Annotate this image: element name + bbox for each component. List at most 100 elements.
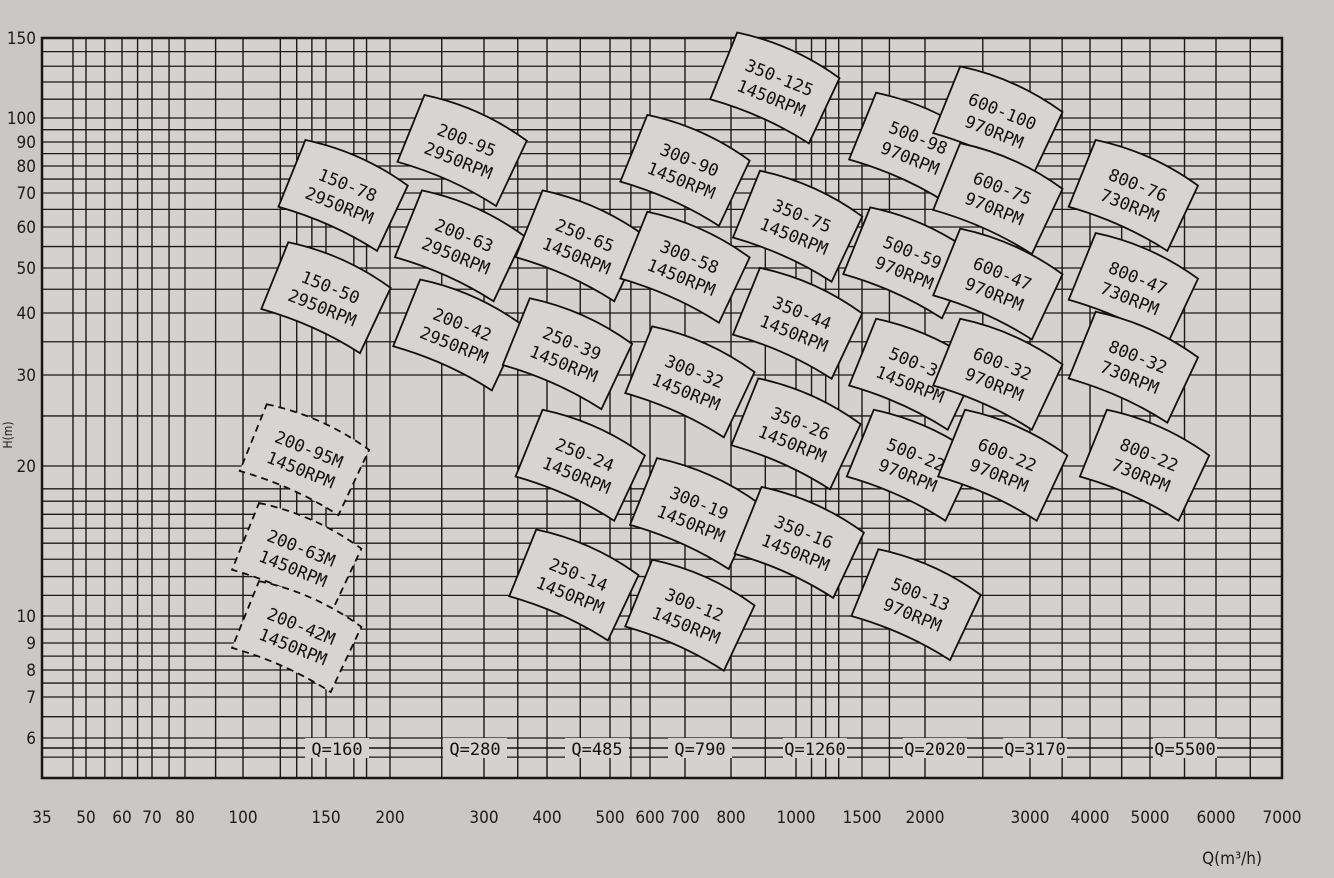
region-boundary: [501, 297, 634, 411]
annotation-bg: [565, 738, 629, 758]
annotation-bg: [1153, 738, 1217, 758]
region-boundary: [1067, 310, 1200, 424]
region-boundary: [393, 189, 526, 303]
x-axis-label: Q(m³/h): [1202, 849, 1262, 869]
region-boundary: [260, 241, 392, 355]
y-tick-label: 6: [26, 729, 36, 749]
y-tick-label: 70: [17, 184, 36, 204]
region-boundary: [238, 403, 371, 517]
region-boundary: [514, 408, 647, 523]
x-tick-label: 3000: [1011, 808, 1050, 828]
x-tick-label: 35: [32, 808, 51, 828]
region-boundary: [730, 377, 862, 491]
region-boundary: [932, 317, 1064, 432]
region-boundary: [508, 528, 640, 642]
annotation-bg: [783, 738, 847, 758]
region-boundary: [1078, 408, 1211, 523]
region-boundary: [733, 485, 866, 600]
y-tick-label: 100: [7, 109, 36, 129]
region-boundary: [932, 227, 1064, 341]
flow-annotations: Q=160 Q=280 Q=485 Q=790 Q=1260 Q=2020 Q=3170 Q=…: [42, 738, 1282, 760]
x-tick-label: 600: [635, 808, 664, 828]
region-boundary: [708, 31, 841, 145]
flow-annotation: Q=160: [311, 740, 362, 760]
region-boundary: [731, 169, 864, 284]
x-tick-label: 500: [595, 808, 624, 828]
x-tick-label: 5000: [1131, 808, 1170, 828]
region-boundary: [624, 325, 756, 439]
region-boundary: [619, 113, 751, 228]
region-boundary: [624, 558, 756, 673]
annotation-bg: [668, 738, 732, 758]
region-boundary: [619, 210, 751, 325]
y-tick-label: 30: [17, 366, 36, 386]
annotation-bg: [443, 738, 507, 758]
y-ticks: 150 100 90 80 70 60 50 40 30 20 10 9 8 7 6: [7, 29, 36, 749]
y-tick-label: 90: [17, 133, 36, 153]
x-tick-label: 300: [469, 808, 498, 828]
x-ticks: 35 50 60 70 80 100 150 200 300 400 500 600 700 800 100…: [32, 808, 1301, 828]
y-tick-label: 150: [7, 29, 36, 49]
x-tick-label: 1000: [777, 808, 816, 828]
flow-annotation: Q=790: [674, 740, 725, 760]
y-tick-label: 9: [26, 634, 36, 654]
y-tick-label: 10: [17, 607, 36, 627]
pump-regions: 150-782950RPM150-502950RPM200-952950RPM2…: [230, 31, 1211, 694]
x-tick-label: 400: [532, 808, 561, 828]
x-tick-label: 2000: [906, 808, 945, 828]
region-boundary: [1067, 138, 1200, 253]
region-boundary: [628, 457, 761, 571]
region-boundary: [847, 317, 980, 432]
x-tick-label: 4000: [1071, 808, 1110, 828]
x-tick-label: 60: [112, 808, 131, 828]
region-boundary: [936, 408, 1069, 523]
region-boundary: [230, 580, 363, 694]
x-tick-label: 800: [716, 808, 745, 828]
x-tick-label: 100: [228, 808, 257, 828]
x-tick-label: 1500: [843, 808, 882, 828]
x-tick-label: 200: [375, 808, 404, 828]
x-tick-label: 6000: [1197, 808, 1236, 828]
region-boundary: [277, 138, 409, 253]
annotation-bg: [903, 738, 967, 758]
x-tick-label: 70: [142, 808, 161, 828]
flow-annotation: Q=1260: [784, 740, 845, 760]
x-tick-label: 7000: [1263, 808, 1302, 828]
flow-annotation: Q=280: [449, 740, 500, 760]
y-tick-label: 80: [17, 157, 36, 177]
y-tick-label: 50: [17, 259, 36, 279]
y-axis-label: H(m): [1, 421, 15, 448]
x-tick-label: 80: [175, 808, 194, 828]
flow-annotation: Q=3170: [1004, 740, 1065, 760]
x-tick-label: 50: [76, 808, 95, 828]
region-boundary: [514, 189, 647, 303]
y-tick-label: 7: [26, 688, 36, 708]
flow-annotation: Q=2020: [904, 740, 965, 760]
region-boundary: [845, 408, 978, 523]
region-boundary: [396, 94, 528, 208]
flow-annotation: Q=5500: [1154, 740, 1215, 760]
y-tick-label: 20: [17, 457, 36, 477]
x-tick-label: 150: [311, 808, 340, 828]
region-boundary: [850, 548, 982, 662]
